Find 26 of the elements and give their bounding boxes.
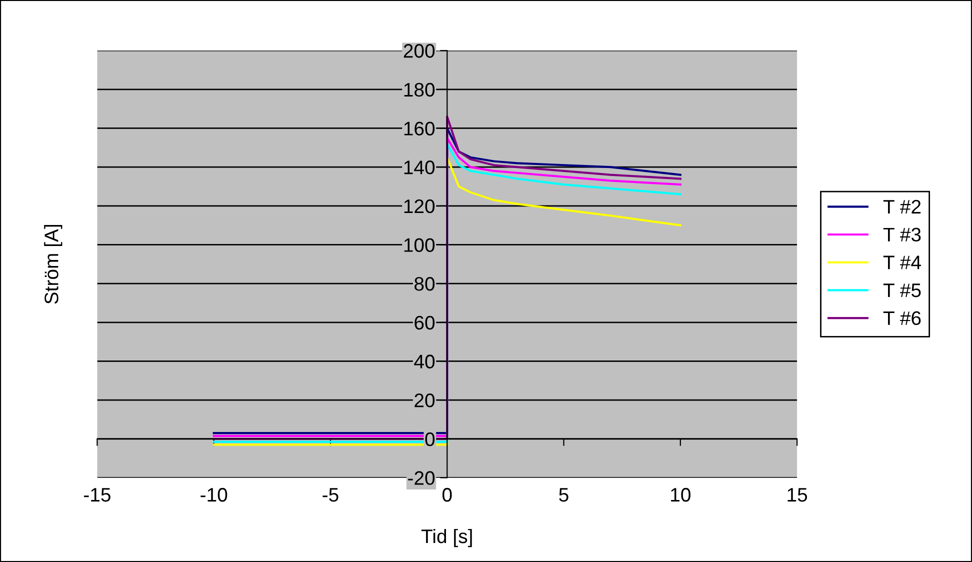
x-axis-title: Tid [s]: [421, 528, 472, 548]
y-tick-label: 180: [404, 82, 435, 97]
x-tick-label: 5: [559, 488, 568, 502]
legend-label: T #5: [883, 284, 921, 298]
legend-label: T #4: [883, 256, 921, 270]
x-tick-label: 0: [442, 488, 452, 502]
y-tick-label: 120: [404, 199, 435, 214]
y-tick-label: 160: [404, 122, 435, 136]
x-tick-label: -10: [200, 488, 228, 502]
y-tick-label: 100: [404, 238, 435, 252]
y-tick-label: 200: [404, 44, 435, 58]
legend-label: T #3: [883, 228, 921, 242]
x-tick-label: -5: [322, 488, 338, 502]
y-tick-label: 40: [414, 354, 435, 368]
y-axis-title: Ström [A]: [44, 225, 62, 304]
x-tick-label: 15: [788, 488, 808, 502]
legend-label: T #6: [883, 311, 921, 326]
y-tick-label: 20: [414, 394, 435, 408]
legend-label: T #2: [883, 200, 921, 214]
y-tick-label: 0: [425, 432, 435, 446]
y-tick-label: 140: [404, 160, 435, 174]
y-tick-label: -20: [408, 471, 435, 485]
y-tick-label: 80: [414, 277, 435, 291]
x-tick-label: -15: [84, 488, 110, 502]
y-tick-label: 60: [414, 316, 435, 330]
x-tick-label: 10: [671, 488, 690, 502]
